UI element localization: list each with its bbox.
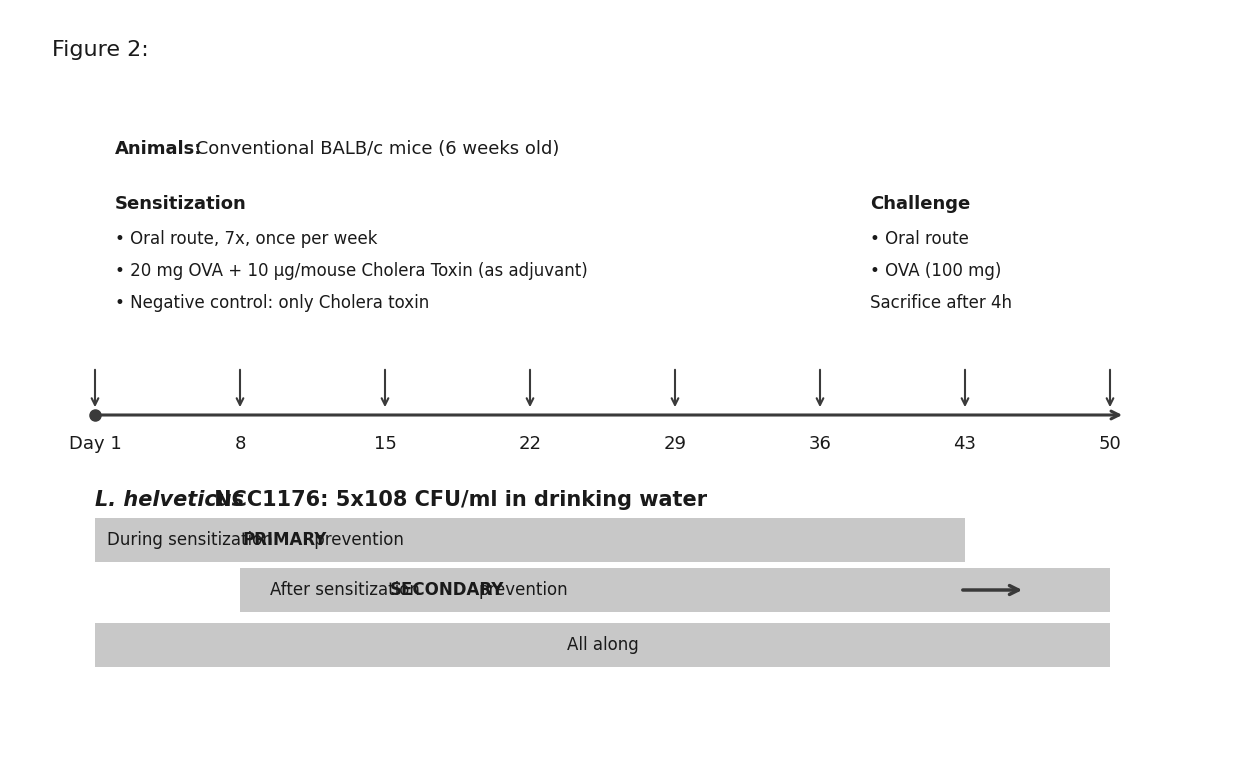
Text: Figure 2:: Figure 2: — [52, 40, 149, 60]
Text: 8: 8 — [234, 435, 246, 453]
Text: • Oral route, 7x, once per week: • Oral route, 7x, once per week — [115, 230, 377, 248]
Text: 22: 22 — [518, 435, 542, 453]
Text: Sensitization: Sensitization — [115, 195, 247, 213]
Text: • Oral route: • Oral route — [870, 230, 968, 248]
Text: prevention: prevention — [309, 531, 404, 549]
Bar — [95, 518, 965, 562]
Text: L. helveticus: L. helveticus — [95, 490, 244, 510]
Text: Sacrifice after 4h: Sacrifice after 4h — [870, 294, 1012, 312]
Bar — [95, 623, 1110, 667]
Text: After sensitization: After sensitization — [270, 581, 425, 599]
Text: Day 1: Day 1 — [68, 435, 122, 453]
Text: Animals:: Animals: — [115, 140, 202, 158]
Text: 29: 29 — [663, 435, 687, 453]
Text: NCC1176: 5x108 CFU/ml in drinking water: NCC1176: 5x108 CFU/ml in drinking water — [207, 490, 707, 510]
Text: SECONDARY: SECONDARY — [391, 581, 505, 599]
Text: Conventional BALB/c mice (6 weeks old): Conventional BALB/c mice (6 weeks old) — [190, 140, 559, 158]
Bar — [241, 568, 1110, 612]
Text: PRIMARY: PRIMARY — [242, 531, 326, 549]
Text: During sensitization: During sensitization — [107, 531, 278, 549]
Text: prevention: prevention — [477, 581, 568, 599]
Text: Challenge: Challenge — [870, 195, 970, 213]
Text: • Negative control: only Cholera toxin: • Negative control: only Cholera toxin — [115, 294, 429, 312]
Text: 43: 43 — [954, 435, 977, 453]
Text: 15: 15 — [373, 435, 397, 453]
Text: • OVA (100 mg): • OVA (100 mg) — [870, 262, 1002, 280]
Text: • 20 mg OVA + 10 μg/mouse Cholera Toxin (as adjuvant): • 20 mg OVA + 10 μg/mouse Cholera Toxin … — [115, 262, 588, 280]
Text: 36: 36 — [808, 435, 832, 453]
Text: All along: All along — [567, 636, 639, 654]
Text: 50: 50 — [1099, 435, 1121, 453]
